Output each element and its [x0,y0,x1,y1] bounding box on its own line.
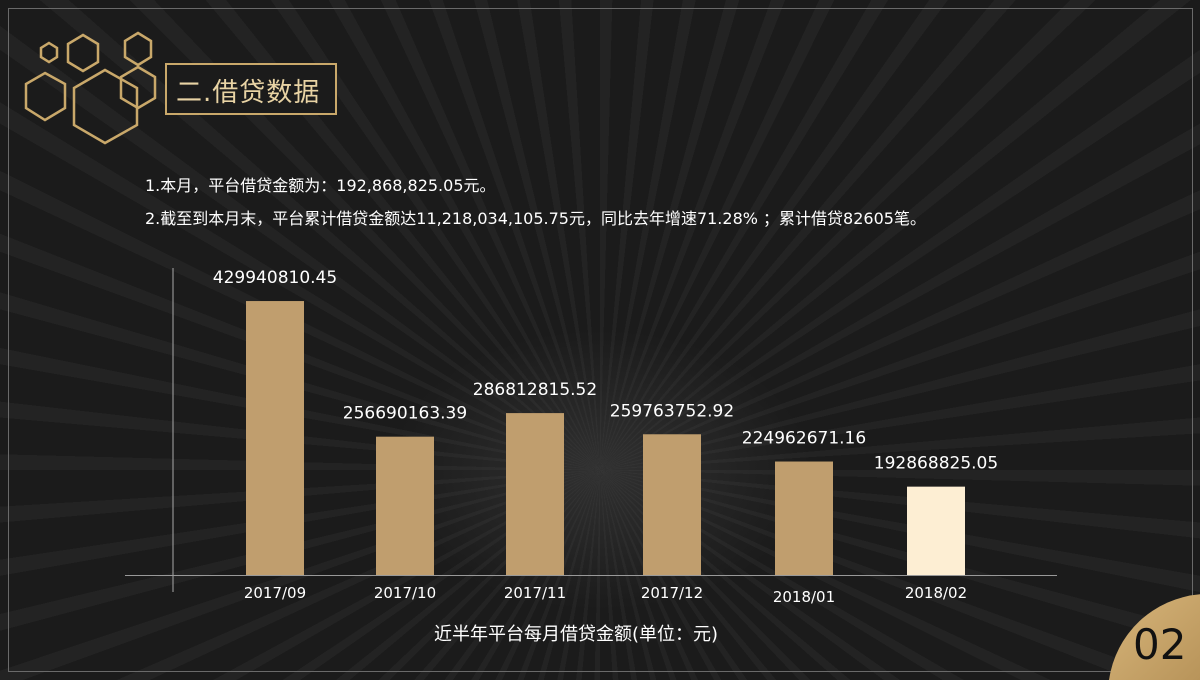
page-number: 02 [1133,620,1187,669]
slide-frame [8,8,1193,672]
bar [907,486,965,575]
x-tick-label: 2017/11 [504,584,566,602]
x-tick-label: 2017/09 [244,584,306,602]
x-tick-label: 2018/01 [773,588,835,606]
summary-line-1: 1.本月，平台借贷金额为：192,868,825.05元。 [145,176,496,195]
bar [643,434,701,575]
bar [376,436,434,575]
data-label: 192868825.05 [874,454,998,474]
section-title: 二.借贷数据 [176,78,321,108]
bar [246,301,304,575]
x-tick-label: 2017/12 [641,584,703,602]
chart-title: 近半年平台每月借贷金额(单位：元) [434,624,718,645]
data-label: 224962671.16 [742,429,866,449]
page-badge [1109,594,1200,680]
data-label: 259763752.92 [610,401,734,421]
x-tick-label: 2018/02 [905,584,967,602]
x-tick-label: 2017/10 [374,584,436,602]
bar [775,461,833,575]
bar [506,413,564,575]
data-label: 286812815.52 [473,380,597,400]
hexagon-decoration-icon [24,31,157,145]
summary-line-2: 2.截至到本月末，平台累计借贷金额达11,218,034,105.75元，同比去… [145,209,926,228]
data-label: 256690163.39 [343,404,467,424]
section-title-box: 二.借贷数据 [165,63,337,115]
data-label: 429940810.45 [213,268,337,288]
